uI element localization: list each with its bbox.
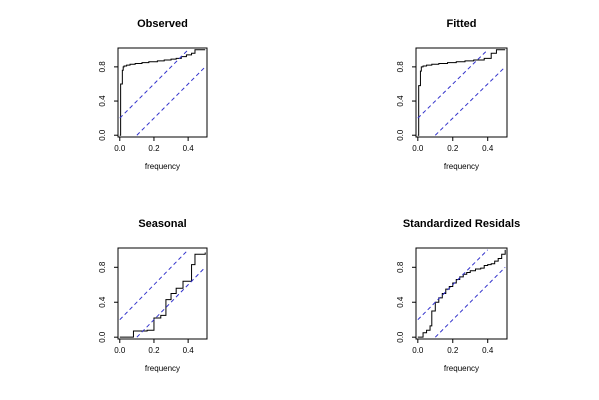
x-tick-label: 0.2 — [148, 346, 160, 355]
x-tick-label: 0.2 — [447, 144, 459, 153]
y-axis: 0.0 0.4 0.8 — [396, 61, 417, 141]
y-tick-label: 0.8 — [396, 61, 405, 73]
confidence-band-line-2 — [136, 66, 206, 136]
cumulative-periodogram-line — [417, 249, 506, 338]
x-tick-label: 0.0 — [114, 346, 126, 355]
x-axis-label: frequency — [444, 162, 479, 171]
x-tick-label: 0.0 — [114, 144, 126, 153]
plot-area — [417, 49, 506, 136]
plot-area — [119, 49, 206, 136]
y-tick-label: 0.8 — [98, 61, 107, 73]
x-axis-label: frequency — [444, 364, 479, 373]
plot-area — [119, 249, 206, 338]
y-tick-label: 0.0 — [396, 129, 405, 141]
cumulative-periodogram-line — [119, 252, 206, 338]
confidence-band-line-1 — [417, 49, 489, 119]
y-axis: 0.0 0.4 0.8 — [98, 61, 119, 141]
y-tick-label: 0.4 — [396, 95, 405, 107]
y-tick-label: 0.4 — [98, 95, 107, 107]
chart-title: Standardized Residals — [403, 218, 520, 230]
y-tick-label: 0.8 — [396, 261, 405, 273]
chart-title: Seasonal — [138, 218, 186, 230]
confidence-band-line-2 — [136, 266, 206, 338]
x-axis-label: frequency — [145, 162, 180, 171]
cumulative-periodogram-line — [417, 49, 506, 136]
chart-title: Fitted — [447, 18, 477, 30]
x-tick-label: 0.2 — [447, 346, 459, 355]
confidence-band-line-2 — [434, 266, 506, 338]
y-axis: 0.0 0.4 0.8 — [98, 261, 119, 343]
plot-area — [417, 249, 506, 338]
y-tick-label: 0.8 — [98, 261, 107, 273]
y-axis: 0.0 0.4 0.8 — [396, 261, 417, 343]
y-tick-label: 0.0 — [98, 331, 107, 343]
confidence-band-line-1 — [417, 249, 489, 321]
x-tick-label: 0.4 — [482, 144, 494, 153]
cumulative-periodogram-line — [119, 49, 206, 136]
y-tick-label: 0.4 — [98, 296, 107, 308]
y-tick-label: 0.0 — [396, 331, 405, 343]
x-tick-label: 0.4 — [482, 346, 494, 355]
y-tick-label: 0.0 — [98, 129, 107, 141]
x-tick-label: 0.0 — [412, 144, 424, 153]
y-tick-label: 0.4 — [396, 296, 405, 308]
confidence-band-line-1 — [119, 49, 189, 119]
x-tick-label: 0.4 — [183, 346, 195, 355]
x-tick-label: 0.4 — [183, 144, 195, 153]
x-axis-label: frequency — [145, 364, 180, 373]
chart-title: Observed — [137, 18, 188, 30]
x-tick-label: 0.2 — [148, 144, 160, 153]
confidence-band-line-1 — [119, 249, 189, 321]
x-tick-label: 0.0 — [412, 346, 424, 355]
confidence-band-line-2 — [434, 66, 506, 136]
plot-frame — [117, 247, 208, 340]
